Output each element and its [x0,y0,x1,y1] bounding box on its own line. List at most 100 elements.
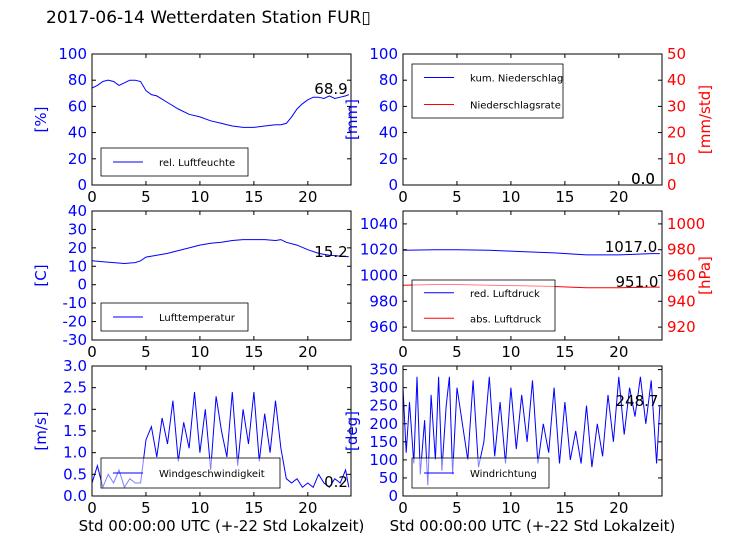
last-value-label: 0.0 [631,170,655,188]
y-tick-label: 0 [77,276,87,294]
y-right-tick-label: 0 [667,176,677,194]
legend-label: abs. Luftdruck [470,314,541,325]
legend-label: kum. Niederschlag [470,74,563,85]
x-tick-label: 5 [452,188,462,206]
last-value-label: 248.7 [616,392,659,410]
y-right-tick-label: 50 [667,45,686,63]
series-line-rel-luftfeuchte [92,79,349,128]
x-tick-label: 5 [141,188,151,206]
y-right-tick-label: 1000 [667,215,705,233]
y-tick-label: 100 [369,451,398,469]
y-tick-label: 300 [369,379,398,397]
x-tick-label: 5 [452,499,462,517]
legend-label: rel. Luftfeuchte [159,158,235,169]
y-axis-label: [C] [32,264,50,286]
y-tick-label: 20 [68,239,87,257]
y-tick-label: 0.5 [63,465,87,483]
y-tick-label: 0 [77,176,87,194]
y-tick-label: 20 [68,150,87,168]
y-tick-label: 3.0 [63,357,87,375]
last-value-label-right: 0.0 [631,170,655,188]
y-right-tick-label: 10 [667,150,686,168]
chart-panel-4: 0 5 10 15 20 960 980 1000 1020 1040 920 940 960 980 10… [360,210,714,361]
y-right-tick-label: 20 [667,124,686,142]
x-tick-label: 20 [298,343,317,361]
series-line-windrichtung [403,376,661,486]
legend-label: red. Luftdruck [470,289,540,300]
y-tick-label: -30 [63,331,88,349]
last-value-label: 68.9 [314,80,347,98]
y-axis-label-right: [mm/std] [696,85,714,154]
y-tick-label: 0 [388,487,398,505]
y-tick-label: 250 [369,397,398,415]
y-right-tick-label: 30 [667,97,686,115]
last-value-label: 1017.0 [605,238,658,256]
x-tick-label: 0 [87,499,97,517]
y-tick-label: 2.0 [63,400,87,418]
legend-label: Lufttemperatur [159,313,236,324]
last-value-label: 0.2 [324,473,348,491]
y-tick-label: 1000 [360,267,398,285]
y-tick-label: 0 [388,176,398,194]
legend-label: Niederschlagsrate [470,101,561,112]
x-tick-label: 20 [609,188,628,206]
y-right-tick-label: 40 [667,71,686,89]
x-tick-label: 10 [501,188,520,206]
x-tick-label: 5 [452,343,462,361]
x-tick-label: 0 [398,499,408,517]
y-tick-label: 1.5 [63,422,87,440]
y-tick-label: 1040 [360,215,398,233]
y-tick-label: 40 [379,124,398,142]
last-value-label-right: 951.0 [616,273,659,291]
y-axis-label-right: [hPa] [696,256,714,295]
y-tick-label: 150 [369,433,398,451]
y-tick-label: 980 [369,292,398,310]
y-tick-label: -10 [63,294,88,312]
y-tick-label: 20 [379,150,398,168]
y-axis-label: [%] [32,107,50,133]
y-tick-label: 80 [379,71,398,89]
y-tick-label: 60 [379,97,398,115]
x-tick-label: 15 [555,343,574,361]
plot-frame [402,365,663,497]
x-tick-label: 20 [298,499,317,517]
y-tick-label: 1.0 [63,444,87,462]
x-tick-label: 5 [141,499,151,517]
x-tick-label: 10 [501,343,520,361]
x-axis-label: Std 00:00:00 UTC (+-22 Std Lokalzeit) [79,517,365,535]
plot-frame [402,53,663,186]
x-tick-label: 0 [398,188,408,206]
chart-panel-3: 0 5 10 15 20-30-20-10010203040[C]15.2Lufttem… [32,202,352,361]
y-tick-label: 2.5 [63,379,87,397]
last-value-label: 15.2 [314,243,347,261]
x-tick-label: 15 [555,188,574,206]
plot-frame [91,53,352,186]
x-tick-label: 10 [190,343,209,361]
y-tick-label: 200 [369,415,398,433]
y-right-tick-label: 920 [667,318,696,336]
x-tick-label: 10 [190,188,209,206]
y-tick-label: 30 [68,220,87,238]
y-tick-label: 80 [68,71,87,89]
chart-panel-1: 0 5 10 15 20 0 20 40 60 80 100 [%] 68.9 rel. Luftfeuc… [32,45,352,206]
x-tick-label: 20 [609,343,628,361]
y-axis-label: [mm] [343,99,361,140]
y-right-tick-label: 940 [667,292,696,310]
x-tick-label: 0 [87,343,97,361]
x-tick-label: 20 [298,188,317,206]
y-right-tick-label: 960 [667,267,696,285]
legend-box [411,279,556,332]
x-tick-label: 0 [398,343,408,361]
series-line-red-luftdruck [403,249,660,256]
x-tick-label: 15 [244,343,263,361]
figure-title: 2017-06-14 Wetterdaten Station FUR▯ [46,8,371,28]
y-tick-label: 0.0 [63,487,87,505]
chart-panel-5: 0 5 10 15 20 0.0 0.5 1.0 1.5 2.0 2.5 3.0 [m/s] Std 00… [32,357,364,535]
x-tick-label: 20 [609,499,628,517]
x-tick-label: 0 [87,188,97,206]
x-axis-label: Std 00:00:00 UTC (+-22 Std Lokalzeit) [390,517,676,535]
legend-label: Windrichtung [470,469,537,480]
chart-panel-2: 0 5 10 15 20 0 20 40 60 80 100 0 10 20 30 40 50 [mm] [mm/s… [343,45,714,206]
